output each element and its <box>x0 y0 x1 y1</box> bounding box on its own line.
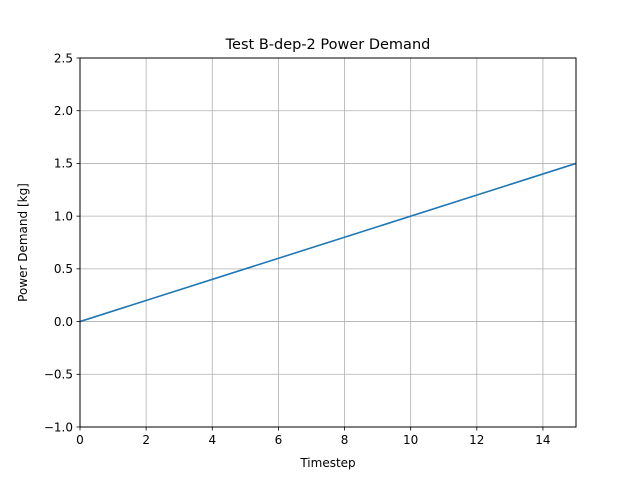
grid <box>79 57 576 428</box>
chart-title: Test B-dep-2 Power Demand <box>225 37 431 53</box>
y-tick-label: 2.0 <box>54 104 73 118</box>
x-tick-label: 14 <box>535 433 550 447</box>
x-tick-label: 6 <box>275 433 283 447</box>
y-tick-label: 0.0 <box>54 315 73 329</box>
x-tick-labels: 0 2 4 6 8 10 12 14 <box>76 433 550 447</box>
x-tick-label: 12 <box>469 433 484 447</box>
y-tick-label: 1.0 <box>54 209 73 223</box>
y-axis-label: Power Demand [kg] <box>16 183 30 302</box>
y-tick-labels: −1.0 −0.5 0.0 0.5 1.0 1.5 2.0 2.5 <box>44 51 73 434</box>
x-tick-label: 0 <box>76 433 84 447</box>
y-tick-label: −1.0 <box>44 420 73 434</box>
x-tick-label: 10 <box>403 433 418 447</box>
y-tick-label: −0.5 <box>44 368 73 382</box>
x-tick-label: 2 <box>142 433 150 447</box>
series-layer <box>79 162 577 323</box>
series-line <box>79 162 577 323</box>
x-axis-label: Timestep <box>299 456 355 470</box>
y-tick-label: 2.5 <box>54 51 73 65</box>
y-tick-label: 1.5 <box>54 157 73 171</box>
tick-layer <box>76 57 544 431</box>
y-tick-label: 0.5 <box>54 262 73 276</box>
x-tick-label: 4 <box>208 433 216 447</box>
x-tick-label: 8 <box>341 433 349 447</box>
plot-frame <box>79 57 577 428</box>
